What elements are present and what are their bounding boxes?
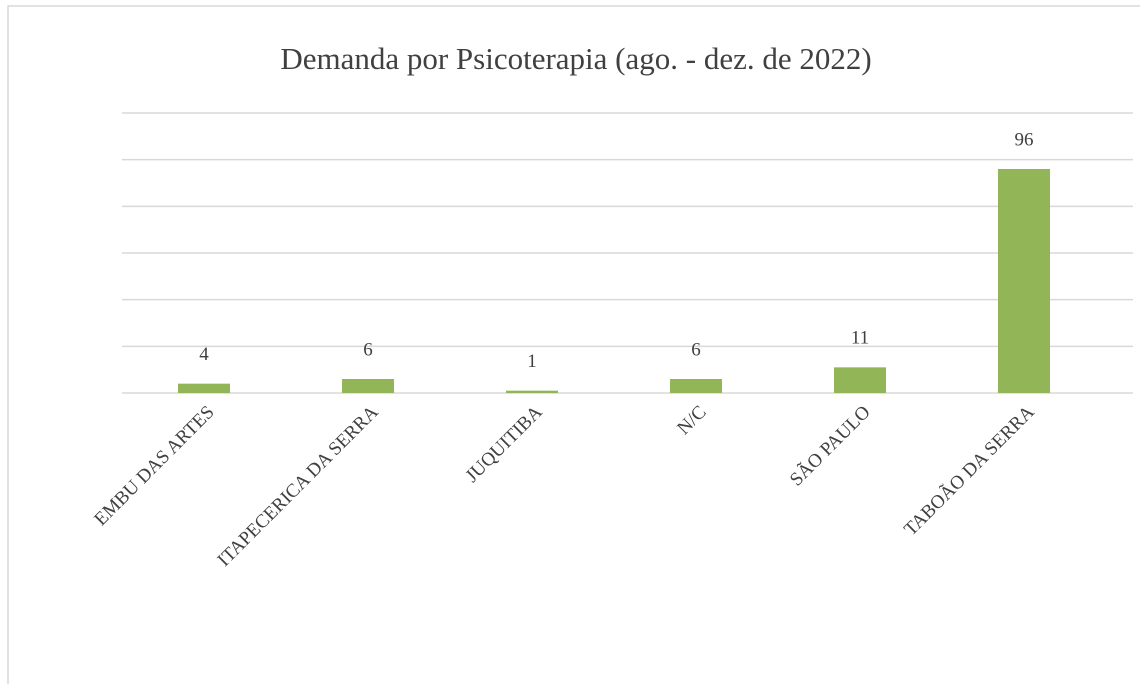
bar <box>670 379 722 393</box>
data-label: 6 <box>691 339 701 360</box>
bar <box>834 367 886 393</box>
bar <box>998 169 1050 393</box>
data-label: 96 <box>1015 129 1034 150</box>
bar <box>342 379 394 393</box>
chart-title: Demanda por Psicoterapia (ago. - dez. de… <box>280 41 871 76</box>
data-label: 6 <box>363 339 373 360</box>
data-label: 4 <box>199 344 209 365</box>
bar <box>506 390 558 393</box>
data-label: 11 <box>851 328 869 349</box>
data-label: 1 <box>527 351 537 372</box>
chart-border <box>7 5 1140 684</box>
bar <box>178 383 230 393</box>
